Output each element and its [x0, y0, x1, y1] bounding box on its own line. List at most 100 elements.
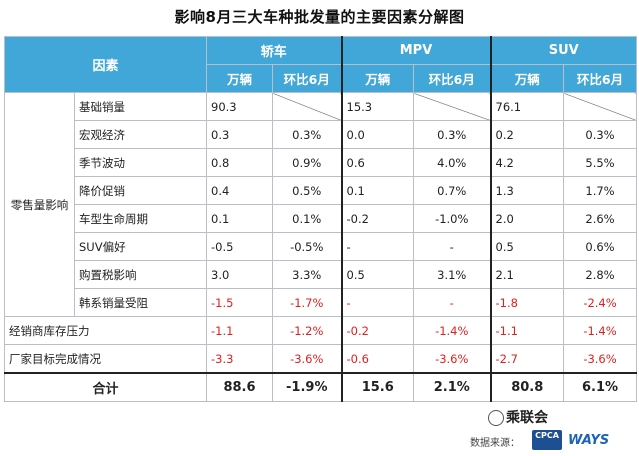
- mom-cell: -3.6%: [563, 344, 637, 374]
- mom-cell: 0.9%: [272, 148, 342, 177]
- table-row: 宏观经济 0.3 0.3% 0.0 0.3% 0.2 0.3%: [5, 120, 637, 149]
- mom-cell: 1.7%: [563, 176, 637, 205]
- mom-cell: 4.0%: [413, 148, 491, 177]
- ways-logo: WAYS: [568, 433, 610, 448]
- value-cell: 90.3: [206, 92, 273, 121]
- mom-cell: -2.4%: [563, 288, 637, 317]
- mom-cell: -0.5%: [272, 232, 342, 261]
- factor-label: 厂家目标完成情况: [4, 344, 207, 374]
- mom-cell: 0.3%: [413, 120, 491, 149]
- factor-label: 季节波动: [74, 148, 207, 177]
- value-cell: -1.1: [206, 316, 273, 345]
- group-header-sedan: 轿车: [206, 36, 342, 65]
- table-row: 购置税影响 3.0 3.3% 0.5 3.1% 2.1 2.8%: [5, 260, 637, 289]
- table-row: 车型生命周期 0.1 0.1% -0.2 -1.0% 2.0 2.6%: [5, 204, 637, 233]
- value-cell: -1.1: [489, 316, 564, 345]
- subheader-mom: 环比6月: [563, 64, 637, 93]
- value-cell: 76.1: [489, 92, 564, 121]
- mom-cell: -3.6%: [272, 344, 342, 374]
- factor-label: 降价促销: [74, 176, 207, 205]
- mom-cell: -: [413, 288, 491, 317]
- value-cell: 1.3: [489, 176, 564, 205]
- mom-cell: 0.7%: [413, 176, 491, 205]
- mom-cell: 0.1%: [272, 204, 342, 233]
- factor-header: 因素: [4, 36, 207, 93]
- value-cell: -1.5: [206, 288, 273, 317]
- value-cell: -3.3: [206, 344, 273, 374]
- value-cell: 0.5: [340, 260, 414, 289]
- total-mom: 6.1%: [563, 372, 637, 402]
- wechat-icon: [488, 410, 504, 426]
- value-cell: -0.5: [206, 232, 273, 261]
- table-row: SUV偏好 -0.5 -0.5% - -0.5 0.6%: [5, 232, 637, 261]
- value-cell: 0.8: [206, 148, 273, 177]
- mom-cell: 2.8%: [563, 260, 637, 289]
- value-cell: 15.3: [340, 92, 414, 121]
- total-value: 15.6: [340, 372, 414, 402]
- factor-label: 韩系销量受阻: [74, 288, 207, 317]
- subheader-units: 万辆: [340, 64, 414, 93]
- mom-cell: [413, 92, 491, 121]
- total-label: 合计: [4, 372, 207, 402]
- factor-label: 经销商库存压力: [4, 316, 207, 345]
- value-cell: -0.2: [340, 316, 414, 345]
- value-cell: 0.4: [206, 176, 273, 205]
- value-cell: -2.7: [489, 344, 564, 374]
- mom-cell: 5.5%: [563, 148, 637, 177]
- factor-label: 购置税影响: [74, 260, 207, 289]
- mom-cell: -1.0%: [413, 204, 491, 233]
- value-cell: 0.6: [340, 148, 414, 177]
- total-value: 88.6: [206, 372, 273, 402]
- factor-label: 基础销量: [74, 92, 207, 121]
- subheader-units: 万辆: [206, 64, 273, 93]
- value-cell: 0.0: [340, 120, 414, 149]
- mom-cell: [272, 92, 342, 121]
- value-cell: -0.2: [340, 204, 414, 233]
- factor-label: 车型生命周期: [74, 204, 207, 233]
- factor-label: SUV偏好: [74, 232, 207, 261]
- source-label: 数据来源：: [470, 438, 520, 449]
- factor-table: 因素 轿车 MPV SUV 万辆 环比6月 万辆 环比6月 万辆 环比6月 零售…: [4, 36, 637, 402]
- watermark: 乘联会: [506, 410, 548, 426]
- total-row: 合计 88.6 -1.9% 15.6 2.1% 80.8 6.1%: [4, 372, 637, 402]
- total-mom: -1.9%: [272, 372, 342, 402]
- value-cell: 0.5: [489, 232, 564, 261]
- mom-cell: 2.6%: [563, 204, 637, 233]
- value-cell: 0.2: [489, 120, 564, 149]
- mom-cell: -3.6%: [413, 344, 491, 374]
- table-row: 厂家目标完成情况 -3.3 -3.6% -0.6 -3.6% -2.7 -3.6%: [4, 344, 637, 374]
- mom-cell: [563, 92, 637, 121]
- cpca-logo: CPCA: [532, 430, 562, 450]
- mom-cell: -1.4%: [413, 316, 491, 345]
- value-cell: -: [340, 288, 414, 317]
- value-cell: 3.0: [206, 260, 273, 289]
- value-cell: 0.1: [340, 176, 414, 205]
- mom-cell: 0.6%: [563, 232, 637, 261]
- table-row: 降价促销 0.4 0.5% 0.1 0.7% 1.3 1.7%: [5, 176, 637, 205]
- mom-cell: -1.2%: [272, 316, 342, 345]
- subheader-units: 万辆: [489, 64, 564, 93]
- factor-label: 宏观经济: [74, 120, 207, 149]
- table-row: 季节波动 0.8 0.9% 0.6 4.0% 4.2 5.5%: [5, 148, 637, 177]
- table-row: 韩系销量受阻 -1.5 -1.7% - - -1.8 -2.4%: [5, 288, 637, 317]
- mom-cell: 0.3%: [563, 120, 637, 149]
- table-row: 经销商库存压力 -1.1 -1.2% -0.2 -1.4% -1.1 -1.4%: [4, 316, 637, 345]
- subheader-mom: 环比6月: [272, 64, 342, 93]
- mom-cell: 0.5%: [272, 176, 342, 205]
- total-mom: 2.1%: [413, 372, 491, 402]
- value-cell: -0.6: [340, 344, 414, 374]
- total-value: 80.8: [489, 372, 564, 402]
- value-cell: 0.1: [206, 204, 273, 233]
- page-title: 影响8月三大车种批发量的主要因素分解图: [174, 8, 465, 26]
- value-cell: -1.8: [489, 288, 564, 317]
- mom-cell: -1.4%: [563, 316, 637, 345]
- subheader-mom: 环比6月: [413, 64, 491, 93]
- value-cell: 2.1: [489, 260, 564, 289]
- group-label: 零售量影响: [4, 92, 75, 317]
- table-row: 零售量影响 基础销量 90.3 15.3 76.1: [4, 92, 637, 317]
- mom-cell: 3.3%: [272, 260, 342, 289]
- mom-cell: -: [413, 232, 491, 261]
- group-header-suv: SUV: [489, 36, 637, 65]
- value-cell: 0.3: [206, 120, 273, 149]
- mom-cell: 3.1%: [413, 260, 491, 289]
